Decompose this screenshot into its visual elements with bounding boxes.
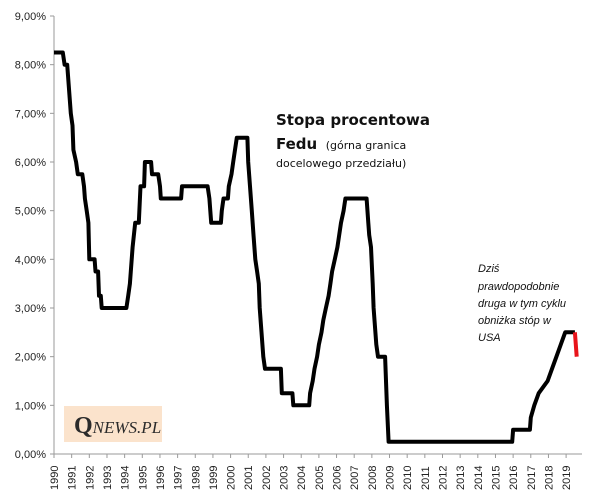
x-tick-label: 2017 — [526, 466, 538, 490]
chart-title: Stopa procentowa — [276, 111, 430, 129]
x-tick-label: 1997 — [173, 466, 185, 490]
logo-background — [64, 406, 162, 442]
x-tick-label: 2018 — [543, 466, 555, 490]
logo-rest: NEWS.PL — [92, 418, 161, 437]
x-tick-label: 2000 — [226, 466, 238, 490]
y-tick-label: 2,00% — [15, 352, 46, 364]
x-tick-label: 1999 — [208, 466, 220, 490]
x-tick-label: 2013 — [455, 466, 467, 490]
annotation: Dziś prawdopodobnie druga w tym cyklu obniż… — [477, 263, 566, 344]
x-tick-label: 2007 — [349, 466, 361, 490]
x-tick-label: 1993 — [102, 466, 114, 490]
x-tick-label: 2010 — [402, 466, 414, 490]
x-tick-label: 1990 — [49, 466, 61, 490]
qnews-logo: QNEWS.PL — [64, 406, 162, 442]
y-tick-label: 1,00% — [15, 400, 46, 412]
logo-text: QNEWS.PL — [74, 413, 161, 439]
y-tick-label: 3,00% — [15, 303, 46, 315]
chart-title-fedu: Fedu — [276, 135, 317, 153]
x-tick-label: 1998 — [190, 466, 202, 490]
y-tick-label: 4,00% — [15, 254, 46, 266]
latest-cut-line — [572, 332, 579, 357]
y-tick-label: 5,00% — [15, 206, 46, 218]
y-tick-label: 0,00% — [15, 449, 46, 461]
x-tick-label: 2009 — [385, 466, 397, 490]
y-tick-label: 6,00% — [15, 157, 46, 169]
y-tick-label: 8,00% — [15, 60, 46, 72]
x-tick-label: 1991 — [67, 466, 79, 490]
x-tick-label: 2001 — [243, 466, 255, 490]
series-group — [54, 50, 579, 444]
x-tick-label: 2016 — [508, 466, 520, 490]
x-tick-label: 2015 — [490, 466, 502, 490]
x-tick-label: 2004 — [296, 466, 308, 490]
fed-rate-line — [54, 50, 575, 444]
x-tick-label: 1996 — [155, 466, 167, 490]
x-tick-label: 2005 — [314, 466, 326, 490]
y-tick-label: 9,00% — [15, 11, 46, 23]
annotation-line: USA — [478, 332, 501, 344]
chart-title-line2: Fedu (górna granica — [276, 135, 406, 153]
annotation-line: Dziś — [478, 263, 500, 275]
x-tick-label: 1992 — [84, 466, 96, 490]
annotation-line: druga w tym cyklu — [478, 298, 566, 310]
chart-subtitle-part1: (górna granica — [326, 139, 407, 152]
x-tick-label: 2006 — [332, 466, 344, 490]
x-tick-label: 1994 — [120, 466, 132, 490]
x-tick-label: 2011 — [420, 466, 432, 490]
x-tick-label: 2002 — [261, 466, 273, 490]
x-tick-label: 2014 — [473, 466, 485, 490]
x-tick-label: 2019 — [561, 466, 573, 490]
x-tick-labels: 1990 1991 1992 1993 1994 1995 1996 1997 1998 1999… — [49, 454, 573, 490]
y-tick-label: 7,00% — [15, 108, 46, 120]
y-tick-labels: 0,00% 1,00% 2,00% 3,00% 4,00% 5,00% 6,00% 7,00%… — [15, 11, 54, 461]
x-tick-label: 2003 — [279, 466, 291, 490]
annotation-line: prawdopodobnie — [477, 281, 559, 293]
annotation-line: obniżka stóp w — [478, 315, 552, 327]
logo-q: Q — [74, 413, 93, 439]
x-tick-label: 2008 — [367, 466, 379, 490]
x-tick-label: 1995 — [137, 466, 149, 490]
x-tick-label: 2012 — [437, 466, 449, 490]
chart-subtitle-part2: docelowego przedziału) — [276, 157, 406, 170]
